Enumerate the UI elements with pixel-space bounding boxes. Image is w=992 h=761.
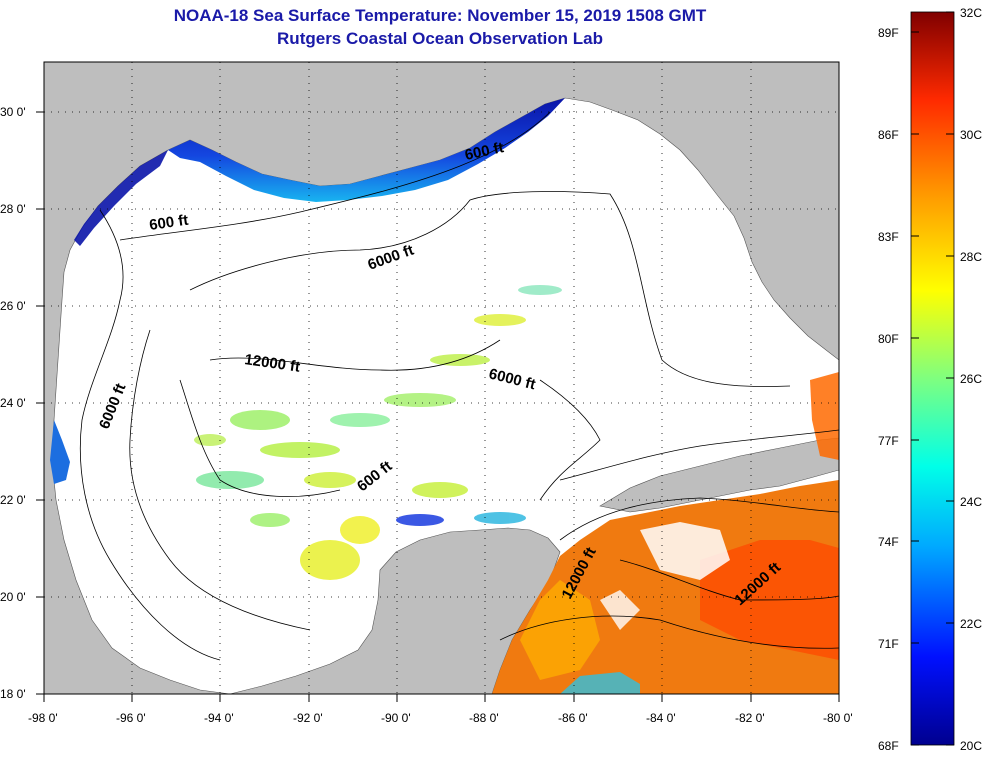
- lat-tick-label: 24 0': [0, 396, 26, 410]
- lat-tick-label: 30 0': [0, 105, 26, 119]
- lon-tick-label: -92 0': [293, 711, 323, 725]
- fahrenheit-label: 83F: [878, 230, 899, 244]
- lon-tick-label: -86 0': [558, 711, 588, 725]
- lon-tick-label: -88 0': [469, 711, 499, 725]
- celsius-label: 30C: [960, 128, 982, 142]
- colorbar-celsius-scale: 32C 30C 28C 26C 24C 22C 20C: [946, 6, 982, 753]
- celsius-label: 20C: [960, 739, 982, 753]
- map-subtitle: Rutgers Coastal Ocean Observation Lab: [277, 29, 603, 48]
- lon-tick-label: -82 0': [735, 711, 765, 725]
- fahrenheit-label: 86F: [878, 128, 899, 142]
- fahrenheit-label: 74F: [878, 535, 899, 549]
- fahrenheit-label: 77F: [878, 434, 899, 448]
- axis-ticks: [36, 111, 840, 702]
- lon-tick-label: -84 0': [646, 711, 676, 725]
- map-frame: [43, 61, 840, 695]
- depth-contours: [79, 111, 839, 661]
- lon-tick-label: -96 0': [116, 711, 146, 725]
- map-title: NOAA-18 Sea Surface Temperature: Novembe…: [173, 6, 707, 25]
- lon-tick-label: -80 0': [823, 711, 853, 725]
- lat-tick-label: 18 0': [0, 687, 26, 701]
- celsius-label: 24C: [960, 495, 982, 509]
- celsius-label: 28C: [960, 250, 982, 264]
- celsius-label: 22C: [960, 617, 982, 631]
- fahrenheit-label: 89F: [878, 26, 899, 40]
- lon-tick-label: -98 0': [28, 711, 58, 725]
- colorbar-fahrenheit-scale: 89F 86F 83F 80F 77F 74F 71F 68F: [878, 26, 919, 753]
- cuba-landmass: [599, 437, 839, 513]
- lat-tick-label: 26 0': [0, 299, 26, 313]
- celsius-label: 32C: [960, 6, 982, 20]
- fahrenheit-label: 80F: [878, 332, 899, 346]
- celsius-label: 26C: [960, 372, 982, 386]
- fahrenheit-label: 68F: [878, 739, 899, 753]
- fahrenheit-label: 71F: [878, 637, 899, 651]
- lon-tick-label: -94 0': [204, 711, 234, 725]
- northern-shelf-cold-sst: [168, 98, 565, 202]
- latitude-labels: 18 0' 20 0' 22 0' 24 0' 26 0' 28 0' 30 0…: [0, 105, 26, 701]
- lon-tick-label: -90 0': [381, 711, 411, 725]
- longitude-labels: -98 0' -96 0' -94 0' -92 0' -90 0' -88 0…: [28, 711, 853, 725]
- lat-tick-label: 22 0': [0, 493, 26, 507]
- graticule: [44, 62, 839, 694]
- contour-label-600ft-west: 600 ft: [148, 212, 189, 234]
- lat-tick-label: 28 0': [0, 202, 26, 216]
- central-gulf-sst-patches: [194, 285, 562, 580]
- lat-tick-label: 20 0': [0, 590, 26, 604]
